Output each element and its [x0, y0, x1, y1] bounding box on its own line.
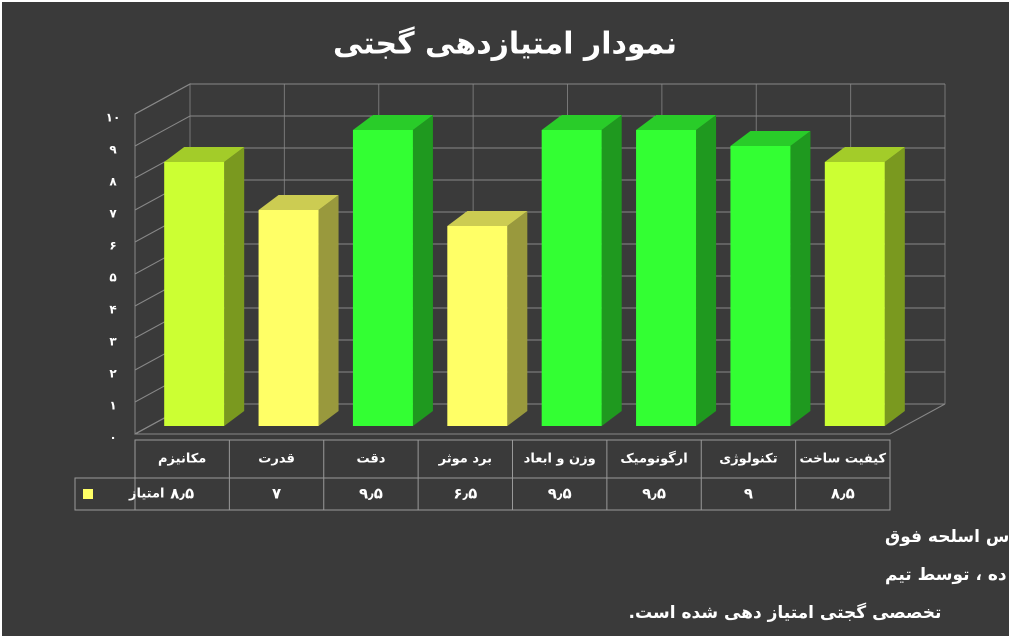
caption-line: نمودار امتیازدهی گجتی برای تفنگ بادی کمت… — [885, 526, 1011, 547]
y-tick-label: ۵ — [109, 271, 116, 285]
value-label: ۹٫۵ — [548, 485, 572, 503]
chart-title: نمودار امتیازدهی گجتی — [333, 26, 677, 62]
y-tick-label: ۱ — [109, 399, 116, 413]
bar-side — [412, 115, 433, 426]
y-tick-label: ۹ — [109, 143, 117, 157]
x-tick-label: قدرت — [258, 452, 295, 467]
bar-front — [541, 130, 602, 426]
x-tick-label: مکانیزم — [158, 452, 206, 467]
y-tick-label: ۲ — [109, 367, 117, 381]
value-label: ۶٫۵ — [453, 485, 477, 503]
y-tick-label: ۸ — [109, 175, 117, 189]
bar — [636, 115, 717, 426]
legend-swatch — [83, 489, 93, 499]
caption-line: با تفنگ های هم کلاس (ساختار شلیک یکسان) … — [885, 564, 1011, 585]
bar — [541, 115, 622, 426]
caption-line: تخصصی گجتی امتیاز دهی شده است. — [629, 602, 942, 623]
bar — [730, 131, 811, 426]
bar-top — [636, 115, 717, 130]
bar-front — [258, 210, 319, 426]
bar-front — [164, 162, 225, 426]
x-tick-label: برد موثر — [438, 452, 492, 467]
value-label: ۹٫۵ — [359, 485, 383, 503]
grid-segment — [134, 83, 945, 115]
legend-label: امتیاز — [128, 487, 164, 502]
y-tick-label: ۷ — [109, 207, 117, 221]
bar-front — [636, 130, 697, 426]
grid-line — [134, 83, 945, 115]
bar-top — [730, 131, 811, 146]
x-tick-label: ارگونومیک — [620, 451, 687, 467]
bar-top — [824, 147, 905, 162]
bar — [352, 115, 433, 426]
bar-top — [164, 147, 245, 162]
bar-side — [507, 211, 528, 426]
bar-front — [730, 146, 791, 426]
y-tick-label: ۶ — [109, 239, 116, 253]
bar-front — [824, 162, 885, 426]
value-label: ۹٫۵ — [642, 485, 666, 503]
x-tick-label: کیفیت ساخت — [800, 452, 887, 467]
bar-side — [696, 115, 717, 426]
x-tick-label: تکنولوژی — [719, 452, 777, 467]
bar-front — [447, 226, 508, 426]
y-tick-label: ۱۰ — [106, 111, 121, 125]
x-tick-label: دقت — [356, 452, 385, 467]
value-label: ۸٫۵ — [170, 485, 194, 503]
bar — [824, 147, 905, 426]
bar-top — [541, 115, 622, 130]
bar-side — [601, 115, 622, 426]
bar — [258, 195, 339, 426]
y-tick-label: ۴ — [109, 303, 116, 317]
y-tick-label: ۰ — [109, 431, 116, 445]
value-label: ۸٫۵ — [831, 485, 855, 503]
bar — [447, 211, 528, 426]
bar-side — [790, 131, 811, 426]
bar — [164, 147, 245, 426]
value-label: ۹ — [744, 485, 753, 503]
bar-side — [224, 147, 245, 426]
y-tick-label: ۳ — [109, 335, 117, 349]
bar-side — [318, 195, 339, 426]
bar-top — [447, 211, 528, 226]
value-label: ۷ — [272, 485, 281, 503]
bar-top — [352, 115, 433, 130]
x-tick-label: وزن و ابعاد — [524, 452, 596, 467]
bar-top — [258, 195, 339, 210]
bar-side — [884, 147, 905, 426]
bar-front — [352, 130, 413, 426]
